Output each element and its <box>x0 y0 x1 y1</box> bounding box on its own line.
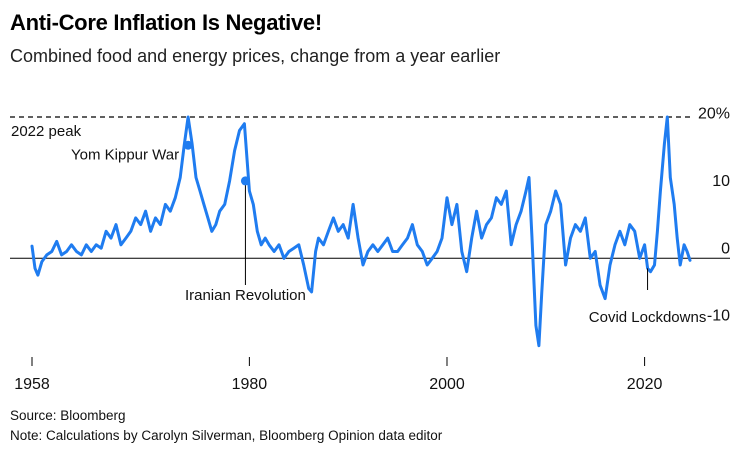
chart-subtitle: Combined food and energy prices, change … <box>10 46 501 66</box>
iranian-revolution-marker <box>240 176 250 186</box>
y-tick-label: 10 <box>712 173 730 190</box>
source-note: Source: Bloomberg <box>10 408 126 423</box>
chart-title: Anti-Core Inflation Is Negative! <box>10 10 322 35</box>
series-line <box>30 115 692 348</box>
x-tick-label: 2020 <box>627 376 663 393</box>
line-chart: 2022 peak 20% 10 0 -10 1958 1980 2000 2020 Yom … <box>10 106 730 393</box>
covid-lockdowns-label: Covid Lockdowns <box>589 309 707 326</box>
yom-kippur-label: Yom Kippur War <box>71 146 179 163</box>
peak-reference-label: 2022 peak <box>11 123 82 140</box>
x-tick-label: 1980 <box>232 376 268 393</box>
yom-kippur-marker <box>183 140 193 150</box>
x-tick-label: 1958 <box>14 376 50 393</box>
y-tick-label: 0 <box>721 240 730 257</box>
y-tick-label: 20% <box>698 106 730 123</box>
y-tick-label: -10 <box>707 308 730 325</box>
iranian-revolution-label: Iranian Revolution <box>185 287 306 304</box>
methodology-note: Note: Calculations by Carolyn Silverman,… <box>10 428 443 443</box>
x-tick-label: 2000 <box>429 376 465 393</box>
